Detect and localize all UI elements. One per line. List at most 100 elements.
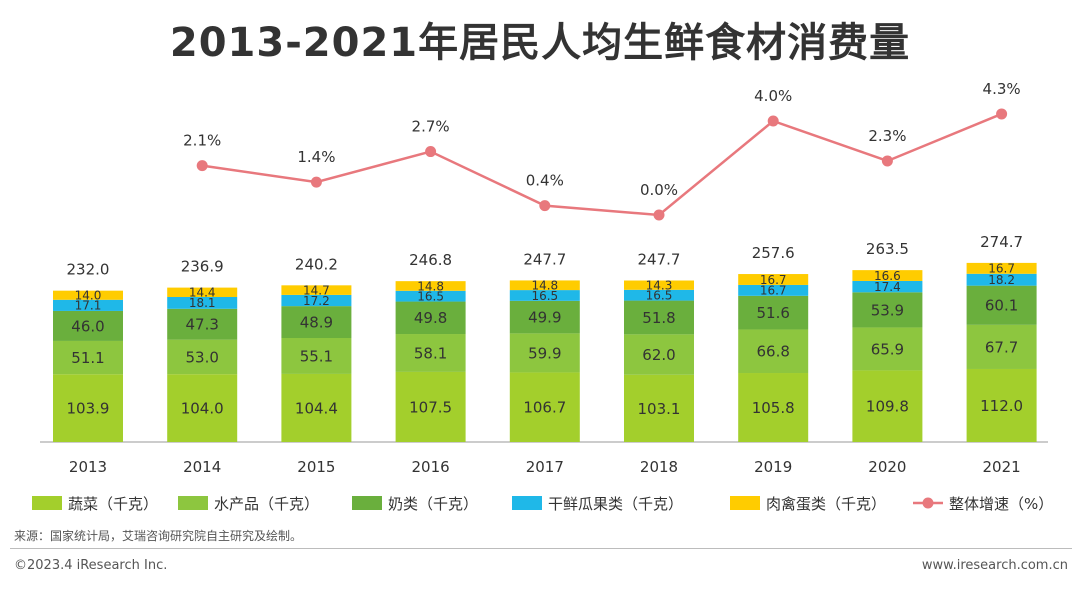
- bar-value-label: 104.0: [181, 399, 224, 417]
- growth-point: [196, 160, 208, 172]
- bar-value-label: 55.1: [300, 347, 333, 365]
- bar-segment-2020-0: [852, 370, 923, 442]
- legend-label: 水产品（千克）: [214, 495, 319, 513]
- bar-segment-2017-2: [509, 300, 580, 334]
- growth-point: [881, 155, 893, 167]
- bar-value-label: 46.0: [71, 317, 104, 335]
- growth-label: 2.3%: [868, 127, 906, 145]
- bar-segment-2014-3: [167, 296, 238, 309]
- bar-value-label: 16.7: [760, 284, 787, 298]
- bar-total-label: 263.5: [866, 240, 909, 258]
- bar-value-label: 58.1: [414, 344, 447, 362]
- growth-line: [202, 112, 1003, 217]
- x-tick-label: 2014: [183, 458, 221, 476]
- x-tick-label: 2020: [868, 458, 906, 476]
- bar-segment-2017-1: [509, 333, 580, 373]
- bar-segment-2013-0: [53, 374, 123, 442]
- bar-segment-2016-4: [395, 281, 466, 291]
- bar-segment-2018-1: [624, 334, 694, 375]
- bar-segment-2017-3: [509, 290, 580, 301]
- bar-total-label: 236.9: [181, 258, 224, 276]
- bar-value-label: 112.0: [980, 397, 1023, 415]
- bar-segment-2018-3: [624, 289, 694, 301]
- bar-value-label: 51.8: [642, 309, 675, 327]
- bar-value-label: 67.7: [985, 338, 1018, 356]
- bar-value-label: 51.6: [756, 304, 789, 322]
- bar-total-label: 240.2: [295, 255, 338, 273]
- bar-value-label: 17.1: [75, 299, 102, 313]
- bar-value-label: 49.9: [528, 309, 561, 327]
- bar-segment-2021-3: [966, 273, 1037, 286]
- source-note: 来源：国家统计局，艾瑞咨询研究院自主研究及绘制。: [14, 529, 303, 543]
- bar-segment-2018-0: [624, 374, 694, 442]
- bar-value-label: 53.0: [185, 348, 218, 366]
- x-tick-label: 2018: [640, 458, 678, 476]
- bar-value-label: 14.4: [189, 286, 216, 300]
- bar-segment-2015-2: [281, 306, 352, 339]
- bar-value-label: 103.1: [638, 400, 681, 418]
- x-tick-label: 2015: [297, 458, 335, 476]
- bar-segment-2016-1: [395, 334, 466, 372]
- growth-point: [425, 146, 437, 158]
- bar-segment-2017-4: [509, 280, 580, 291]
- copyright-text: ©2023.4 iResearch Inc.: [14, 558, 168, 573]
- bar-value-label: 17.2: [303, 294, 330, 308]
- bar-segment-2019-2: [738, 295, 809, 330]
- bar-segment-2021-2: [966, 285, 1037, 325]
- bar-segment-2014-0: [167, 374, 238, 442]
- legend-swatch-3: [512, 496, 542, 510]
- bar-value-label: 48.9: [300, 313, 333, 331]
- bar-segment-2019-3: [738, 284, 809, 296]
- chart-title: 2013-2021年居民人均生鲜食材消费量: [169, 20, 911, 66]
- growth-label: 0.0%: [640, 181, 678, 199]
- bar-value-label: 14.3: [646, 278, 673, 292]
- growth-label: 4.3%: [983, 80, 1021, 98]
- bar-value-label: 16.5: [646, 289, 673, 303]
- bar-total-label: 247.7: [523, 250, 566, 268]
- bar-value-label: 14.7: [303, 283, 330, 297]
- bar-segment-2015-0: [281, 373, 352, 442]
- growth-point: [767, 115, 779, 127]
- website-link[interactable]: www.iresearch.com.cn: [921, 558, 1068, 573]
- bar-segment-2019-1: [738, 329, 809, 374]
- bar-total-label: 247.7: [638, 250, 681, 268]
- legend-label: 干鲜瓜果类（千克）: [548, 495, 683, 513]
- bar-value-label: 18.1: [189, 296, 216, 310]
- legend-swatch-4: [730, 496, 760, 510]
- bar-segment-2020-1: [852, 327, 923, 371]
- growth-label: 1.4%: [297, 148, 335, 166]
- x-tick-label: 2016: [412, 458, 450, 476]
- bar-segment-2016-2: [395, 301, 466, 335]
- bar-segment-2016-0: [395, 371, 466, 442]
- legend-line-marker: [922, 497, 934, 509]
- x-tick-label: 2017: [526, 458, 564, 476]
- bar-value-label: 14.0: [75, 289, 102, 303]
- bar-segment-2020-2: [852, 292, 923, 328]
- bar-value-label: 47.3: [185, 316, 218, 334]
- growth-point: [996, 108, 1008, 120]
- legend-label: 整体增速（%）: [949, 495, 1053, 513]
- bar-value-label: 16.6: [874, 269, 901, 283]
- bar-segment-2019-0: [738, 373, 809, 442]
- bar-value-label: 105.8: [752, 399, 795, 417]
- x-tick-label: 2019: [754, 458, 792, 476]
- legend-swatch-0: [32, 496, 62, 510]
- legend-label: 蔬菜（千克）: [68, 495, 158, 513]
- growth-point: [653, 209, 665, 221]
- bar-segment-2015-1: [281, 338, 352, 374]
- bar-segment-2018-2: [624, 300, 694, 335]
- bar-segment-2020-3: [852, 280, 923, 293]
- growth-point: [310, 176, 322, 188]
- bar-value-label: 14.8: [417, 279, 444, 293]
- bar-value-label: 16.5: [531, 289, 558, 303]
- bar-total-label: 274.7: [980, 233, 1023, 251]
- bar-value-label: 49.8: [414, 309, 447, 327]
- bar-segment-2021-1: [966, 324, 1037, 369]
- x-tick-label: 2021: [983, 458, 1021, 476]
- bar-value-label: 66.8: [756, 343, 789, 361]
- bar-segment-2021-0: [966, 368, 1037, 442]
- bar-segment-2016-3: [395, 290, 466, 302]
- bar-total-label: 257.6: [752, 244, 795, 262]
- bar-value-label: 16.7: [988, 262, 1015, 276]
